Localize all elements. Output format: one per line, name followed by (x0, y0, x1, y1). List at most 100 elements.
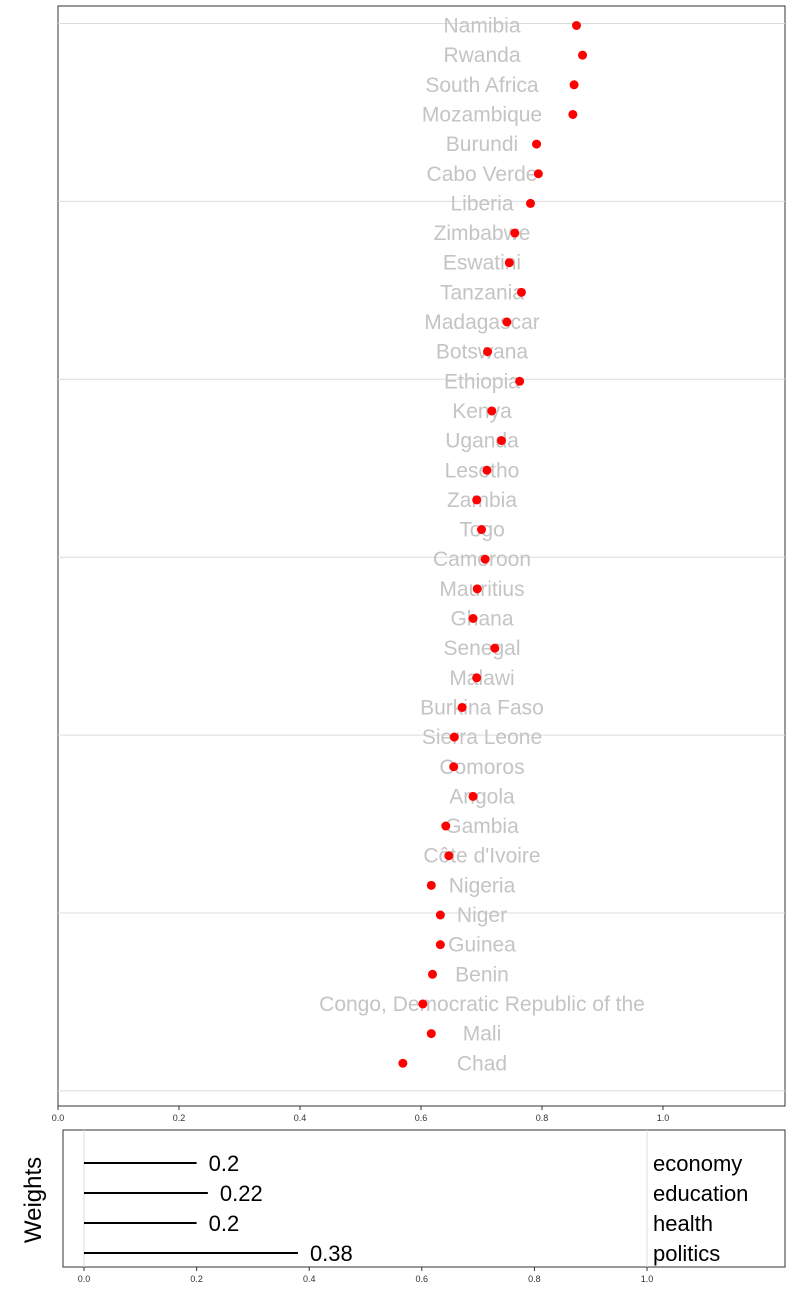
country-point (444, 851, 454, 861)
country-point (426, 880, 436, 890)
country-label: South Africa (425, 74, 539, 97)
country-label: Rwanda (443, 44, 520, 67)
country-point (510, 228, 520, 238)
country-label: Botswana (436, 341, 529, 364)
country-label: Kenya (452, 400, 512, 423)
country-label: Senegal (443, 637, 520, 660)
x-tick-label: 0.4 (294, 1113, 307, 1123)
country-label: Chad (457, 1052, 507, 1075)
country-label: Burkina Faso (420, 696, 544, 719)
country-label: Ethiopia (444, 370, 520, 393)
country-label: Cabo Verde (427, 163, 538, 186)
country-label: Nigeria (449, 874, 516, 897)
weight-category-label: economy (653, 1151, 742, 1176)
weights-axis-title: Weights (20, 1157, 47, 1243)
country-point (441, 821, 451, 831)
weights-x-axis: 0.0 0.2 0.4 0.6 0.8 1.0 (78, 1267, 654, 1284)
country-point (480, 554, 490, 564)
country-label: Niger (457, 904, 507, 927)
country-label: Congo, Democratic Republic of the (319, 993, 645, 1016)
country-point (515, 376, 525, 386)
country-label: Malawi (449, 667, 514, 690)
main-gridlines (58, 23, 785, 1092)
main-plot-frame (57, 5, 786, 1107)
country-point (435, 910, 445, 920)
country-point (477, 525, 486, 535)
x-tick-label: 0.8 (536, 1113, 549, 1123)
main-dot-chart: Namibia Rwanda South Africa Mozambique Burun… (52, 5, 786, 1123)
country-point (532, 139, 542, 149)
weight-category-label: politics (653, 1241, 720, 1266)
country-point (457, 702, 467, 712)
weight-bars: 0.2 economy 0.22 education 0.2 health 0.38 poli… (84, 1151, 748, 1266)
country-label: Madagascar (424, 311, 540, 334)
main-x-axis: 0.0 0.2 0.4 0.6 0.8 1.0 (52, 1106, 670, 1123)
country-label: Liberia (450, 192, 513, 215)
x-tick-label: 0.2 (173, 1113, 186, 1123)
country-point (472, 673, 482, 683)
weight-value-label: 0.38 (310, 1241, 353, 1266)
x-tick-label: 0.4 (303, 1274, 316, 1284)
country-point (472, 584, 482, 594)
country-point (427, 969, 437, 979)
weights-chart: 0.2 economy 0.22 education 0.2 health 0.38 poli… (20, 1129, 786, 1284)
country-point (398, 1058, 408, 1068)
country-label: Comoros (439, 756, 524, 779)
country-points (398, 21, 588, 1068)
x-tick-label: 1.0 (657, 1113, 670, 1123)
country-point (571, 21, 581, 30)
country-label: Lesotho (445, 459, 520, 482)
country-point (516, 287, 526, 297)
country-point (526, 198, 536, 208)
country-label: Sierra Leone (422, 726, 542, 749)
country-label: Angola (449, 785, 515, 808)
x-tick-label: 1.0 (641, 1274, 654, 1284)
country-label: Côte d'Ivoire (423, 845, 540, 868)
country-label: Mozambique (422, 103, 542, 126)
country-point (504, 258, 514, 268)
country-point (578, 50, 588, 60)
country-point (426, 1029, 436, 1039)
country-point (449, 762, 459, 772)
country-point (472, 495, 482, 505)
weight-category-label: health (653, 1211, 713, 1236)
weight-value-label: 0.2 (209, 1211, 240, 1236)
country-point (468, 791, 478, 801)
x-tick-label: 0.0 (52, 1113, 65, 1123)
x-tick-label: 0.8 (528, 1274, 541, 1284)
country-point (418, 999, 428, 1009)
country-point (496, 436, 506, 446)
country-label: Mali (463, 1023, 502, 1046)
country-label: Uganda (445, 430, 519, 453)
country-point (449, 732, 459, 742)
country-label: Zimbabwe (434, 222, 531, 245)
country-point (502, 317, 512, 327)
country-point (569, 80, 579, 90)
x-tick-label: 0.2 (190, 1274, 203, 1284)
x-tick-label: 0.6 (415, 1113, 428, 1123)
country-point (482, 465, 492, 475)
weight-value-label: 0.22 (220, 1181, 263, 1206)
country-label: Zambia (447, 489, 517, 512)
country-point (435, 940, 445, 950)
weights-plot-frame (62, 1129, 786, 1268)
country-label: Benin (455, 963, 509, 986)
country-point (490, 643, 500, 653)
country-label: Mauritius (439, 578, 524, 601)
country-point (487, 406, 497, 416)
weight-category-label: education (653, 1181, 748, 1206)
country-label: Eswatini (443, 252, 521, 275)
country-point (533, 169, 543, 179)
country-label: Guinea (448, 934, 516, 957)
country-label: Ghana (450, 608, 513, 631)
country-label: Namibia (443, 15, 520, 38)
weight-value-label: 0.2 (209, 1151, 240, 1176)
country-point (483, 347, 493, 357)
country-label: Gambia (445, 815, 519, 838)
country-label: Burundi (446, 133, 518, 156)
x-tick-label: 0.0 (78, 1274, 91, 1284)
x-tick-label: 0.6 (416, 1274, 429, 1284)
country-labels: Namibia Rwanda South Africa Mozambique Burun… (319, 15, 645, 1076)
country-point (468, 614, 478, 623)
